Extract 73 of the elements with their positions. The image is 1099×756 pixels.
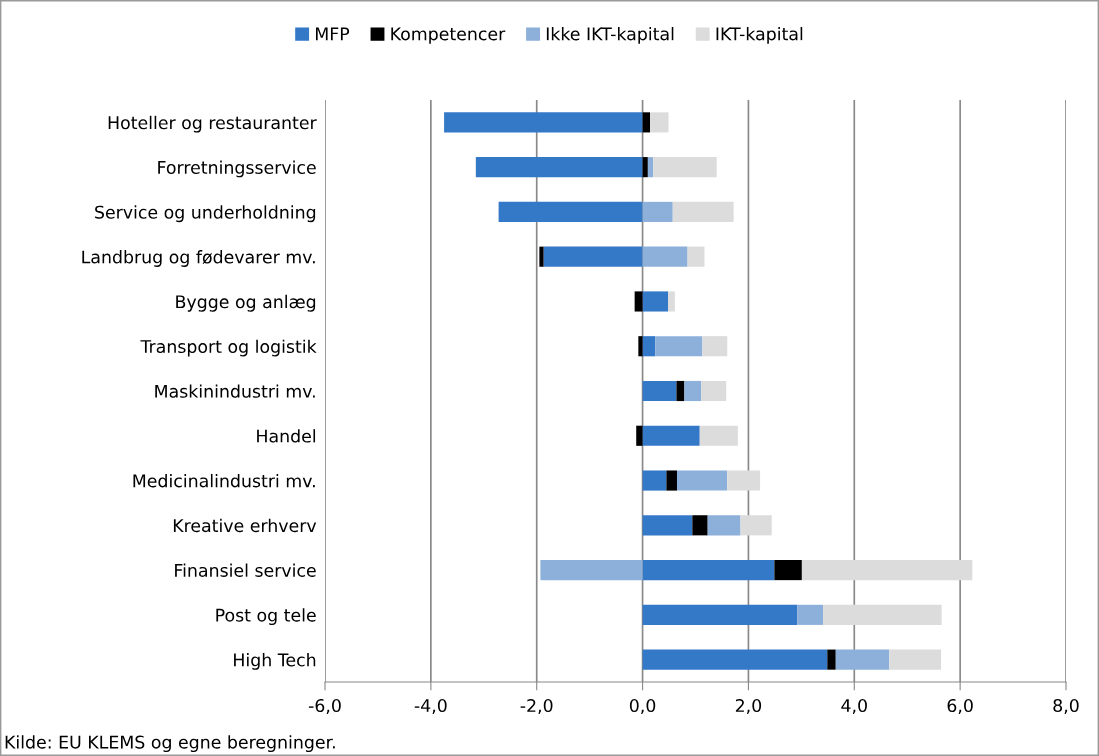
bar	[642, 291, 668, 312]
text: Kilde: EU KLEMS og egne beregninger.	[5, 735, 335, 752]
bar	[653, 157, 717, 178]
y-tick-label: Landbrug og fødevarer mv.	[82, 250, 315, 267]
bar	[642, 336, 656, 357]
bar	[647, 157, 654, 178]
bar	[707, 515, 741, 536]
bar	[684, 380, 702, 402]
bar	[642, 649, 828, 670]
y-tick-label: Handel	[257, 429, 316, 443]
bar	[676, 380, 685, 402]
x-tick-label: 0,0	[629, 698, 656, 714]
bar	[667, 291, 675, 312]
x-tick-label: -6,0	[308, 698, 341, 714]
bar	[701, 380, 727, 402]
y-tick-label: Hoteller og restauranter	[108, 115, 317, 133]
bar	[649, 112, 669, 133]
x-tick-label: 6,0	[947, 698, 973, 714]
bar	[642, 201, 673, 222]
bar	[889, 649, 942, 670]
bar	[823, 604, 942, 625]
bar	[801, 560, 973, 581]
bar	[835, 649, 890, 670]
bar	[797, 604, 824, 625]
bar	[642, 112, 650, 133]
bar	[672, 201, 734, 222]
bar	[636, 425, 643, 446]
legend-label: MFP	[315, 27, 350, 41]
bar	[498, 201, 643, 222]
bar	[638, 336, 643, 357]
x-tick-label: 8,0	[1053, 698, 1079, 714]
y-tick-label: Service og underholdning	[95, 205, 316, 223]
y-tick-label: Kreative erhverv	[173, 518, 317, 533]
x-tick-label: 4,0	[841, 698, 867, 714]
x-tick-label: -2,0	[520, 698, 553, 714]
y-tick-label: Medicinalindustri mv.	[133, 473, 315, 488]
bar	[676, 470, 728, 491]
bar	[475, 157, 643, 178]
bar	[727, 470, 761, 491]
bar	[642, 515, 693, 536]
bar	[540, 560, 643, 581]
y-tick-label: Post og tele	[216, 608, 316, 626]
bar	[539, 246, 544, 267]
bar	[444, 112, 643, 133]
y-tick-label: Forretningsservice	[158, 160, 316, 178]
bar	[642, 157, 648, 178]
bar	[702, 336, 728, 357]
bar	[642, 380, 677, 402]
legend-label: IKT-kapital	[716, 26, 803, 44]
bar	[634, 291, 643, 312]
bar	[642, 470, 667, 491]
x-tick-label: -4,0	[414, 698, 447, 714]
y-tick-label: Finansiel service	[175, 563, 316, 577]
bar	[642, 560, 775, 581]
bar	[687, 246, 705, 267]
bar	[774, 560, 802, 581]
y-tick-label: Maskinindustri mv.	[155, 384, 315, 398]
bar	[699, 425, 738, 446]
bar	[692, 515, 708, 536]
bar	[642, 604, 798, 625]
bar	[827, 649, 836, 670]
bar	[642, 425, 700, 446]
bar	[543, 246, 643, 267]
bar	[642, 246, 688, 267]
bar	[740, 515, 772, 536]
y-tick-label: Bygge og anlæg	[176, 294, 316, 312]
legend-label: Kompetencer	[391, 27, 506, 44]
y-tick-label: Transport og logistik	[140, 339, 317, 357]
bar	[655, 336, 703, 357]
legend-label: Ikke IKT-kapital	[546, 26, 674, 44]
bar	[666, 470, 677, 491]
y-tick-label: High Tech	[234, 653, 316, 670]
x-tick-label: 2,0	[735, 698, 762, 714]
